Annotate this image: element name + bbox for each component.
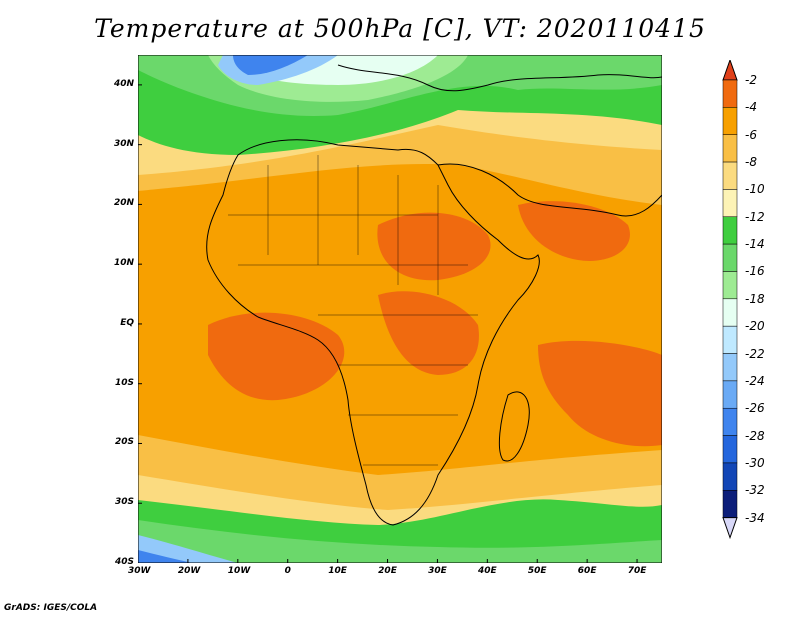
colorbar-label: -14: [745, 237, 765, 252]
y-tick-label: EQ: [120, 317, 134, 328]
colorbar-label: -12: [745, 209, 765, 224]
colorbar-label: -22: [745, 346, 765, 361]
field-south-blue: [138, 535, 238, 563]
colorbar-label: -2: [745, 73, 757, 87]
warm-patch-arabian: [518, 201, 630, 261]
warm-patch-atlantic: [208, 312, 345, 401]
temperature-map: [138, 55, 662, 563]
field-south-deepblue: [138, 550, 193, 563]
y-tick-label: 20N: [113, 198, 134, 209]
map-title: Temperature at 500hPa [C], VT: 202011041…: [94, 14, 706, 43]
colorbar-label: -28: [745, 428, 765, 443]
x-tick-label: 10W: [227, 566, 251, 576]
y-tick-label: 40N: [113, 78, 134, 89]
y-tick-label: 20S: [114, 437, 134, 448]
country-borders: [228, 155, 478, 466]
colorbar-label: -24: [745, 373, 765, 388]
colorbar-label: -4: [745, 100, 757, 115]
field-south-green2: [138, 520, 662, 563]
y-tick-label: 30N: [113, 138, 134, 149]
warm-patch-central: [378, 291, 479, 375]
colorbar-segment: [722, 353, 738, 382]
y-tick-label: 10S: [114, 377, 134, 388]
x-tick-label: 20W: [177, 566, 201, 576]
colorbar-segment: [722, 243, 738, 272]
x-tick-label: 0: [284, 566, 291, 576]
colorbar-segment: [722, 107, 738, 135]
warm-patch-indian: [538, 340, 662, 447]
x-tick-label: 10E: [328, 566, 347, 576]
colorbar-bottom-arrow: [722, 517, 738, 540]
y-tick-label: 10N: [113, 258, 134, 269]
colorbar-segment: [722, 189, 738, 218]
colorbar-label: -6: [745, 127, 757, 142]
colorbar-segment: [722, 490, 738, 518]
colorbar-label: -8: [745, 155, 757, 170]
y-tick-label: 40S: [114, 557, 134, 567]
x-tick-label: 20E: [378, 566, 397, 576]
x-tick-label: 30W: [128, 566, 151, 576]
colorbar-label: -26: [745, 401, 765, 416]
colorbar-segment: [722, 134, 738, 163]
x-tick-label: 50E: [527, 566, 547, 576]
x-tick-label: 60E: [577, 566, 597, 576]
x-tick-label: 70E: [627, 566, 647, 576]
colorbar-segment: [722, 79, 738, 108]
colorbar-segment: [722, 161, 738, 190]
colorbar-segment: [722, 298, 738, 327]
colorbar-segment: [722, 407, 738, 436]
colorbar-segment: [722, 462, 738, 491]
field-north-blue2: [233, 55, 308, 75]
colorbar-top-arrow: [722, 60, 738, 81]
colorbar-label: -32: [745, 483, 765, 498]
coastlines: [206, 64, 662, 526]
colorbar-segment: [722, 271, 738, 300]
y-tick-label: 30S: [114, 497, 134, 508]
tick-marks: [138, 84, 638, 563]
colorbar-label: -10: [745, 182, 765, 197]
colorbar-segment: [722, 380, 738, 409]
x-tick-label: 40E: [477, 566, 497, 576]
colorbar-label: -20: [745, 319, 765, 334]
colorbar-segment: [722, 325, 738, 354]
colorbar-segment: [722, 216, 738, 245]
colorbar-label: -34: [745, 510, 765, 525]
colorbar-label: -18: [745, 291, 765, 306]
colorbar-segment: [722, 435, 738, 464]
footer-credit: GrADS: IGES/COLA: [4, 603, 98, 613]
colorbar-label: -16: [745, 264, 765, 279]
colorbar: [722, 60, 738, 540]
x-tick-label: 30E: [428, 566, 447, 576]
colorbar-label: -30: [745, 455, 765, 470]
warm-patch-east-africa: [377, 212, 491, 281]
